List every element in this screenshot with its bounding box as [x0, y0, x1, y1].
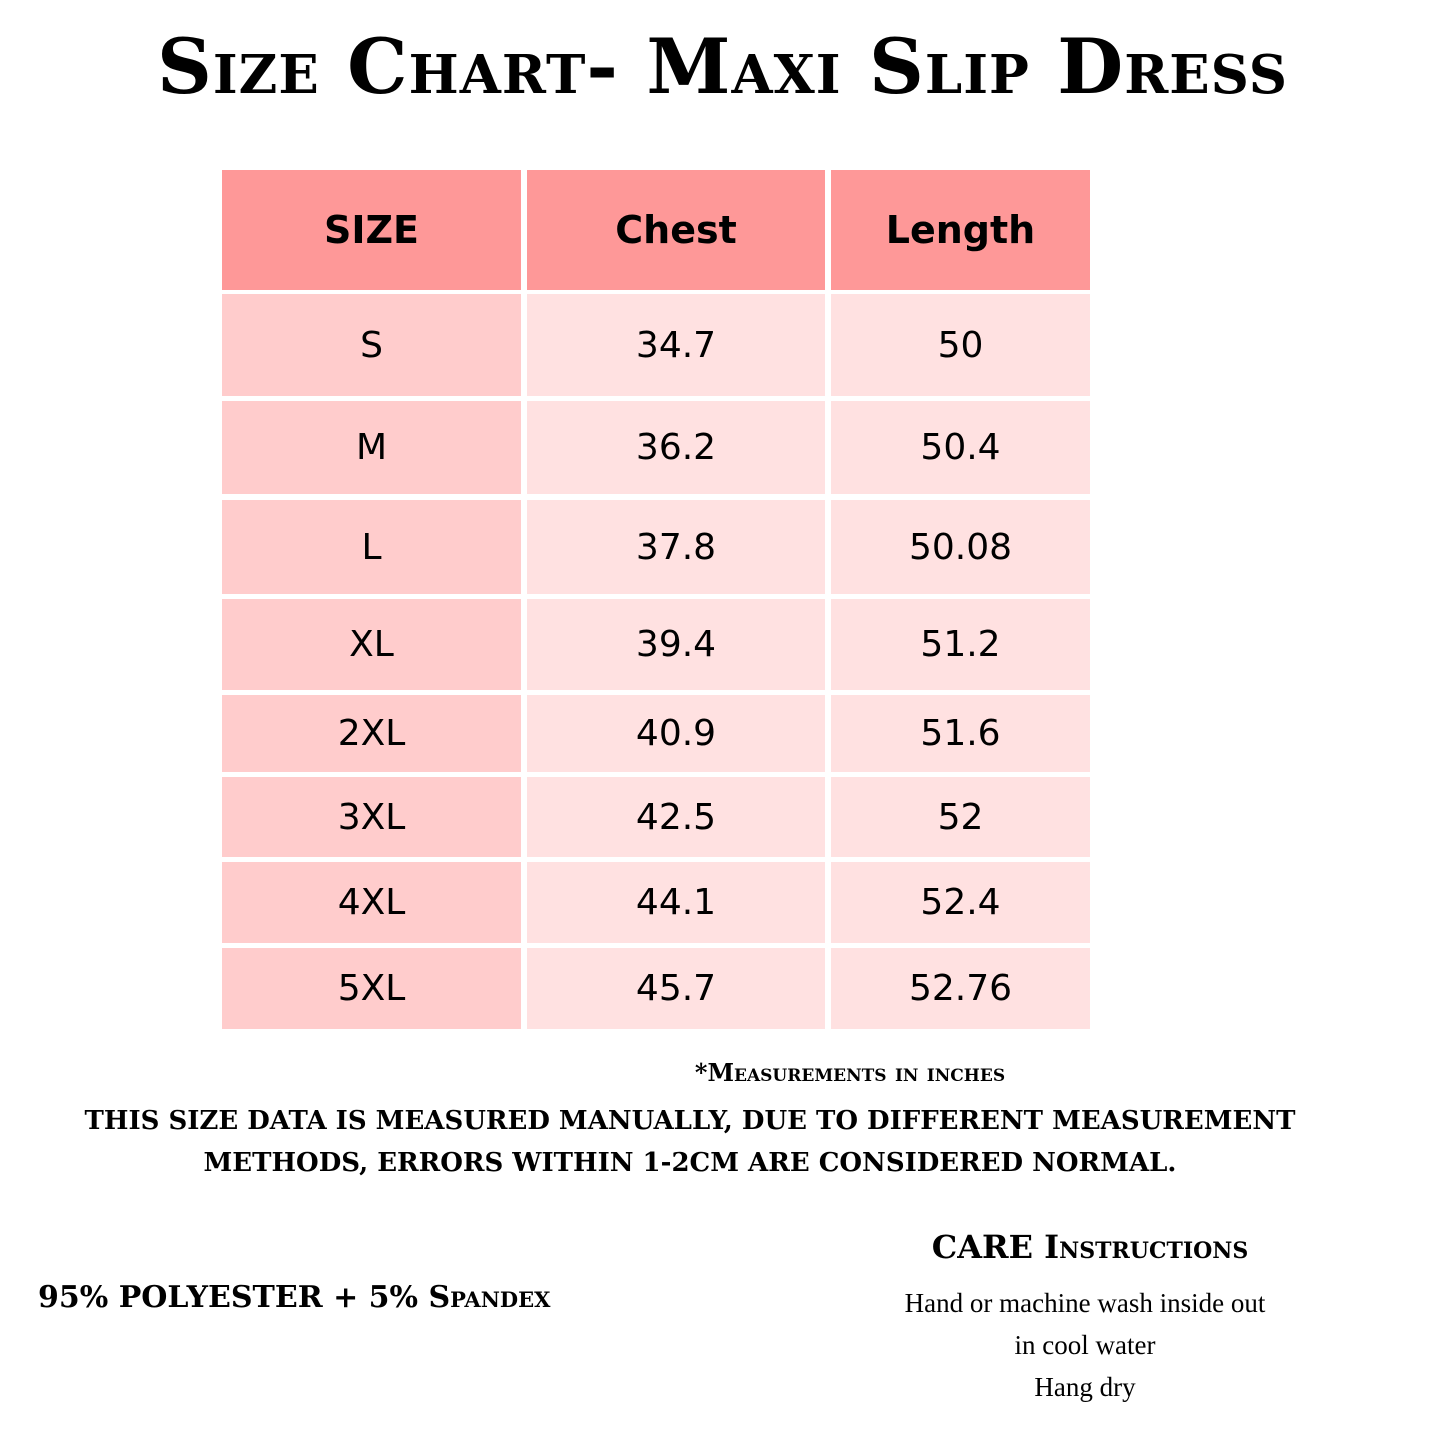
- cell-size: 5XL: [222, 948, 521, 1029]
- units-note: *Measurements in inches: [694, 1058, 1006, 1087]
- cell-chest: 40.9: [527, 695, 825, 772]
- fabric-composition: 95% POLYESTER + 5% Spandex: [38, 1280, 551, 1315]
- cell-chest: 45.7: [527, 948, 825, 1029]
- cell-length: 51.6: [831, 695, 1090, 772]
- cell-length: 50: [831, 294, 1090, 396]
- care-line: Hand or machine wash inside out: [904, 1288, 1266, 1318]
- cell-length: 50.08: [831, 500, 1090, 594]
- cell-chest: 44.1: [527, 862, 825, 943]
- care-line: Hang dry: [1034, 1372, 1136, 1402]
- cell-chest: 36.2: [527, 401, 825, 494]
- cell-size: L: [222, 500, 521, 594]
- header-length: Length: [831, 170, 1090, 290]
- cell-length: 52.76: [831, 948, 1090, 1029]
- header-size: SIZE: [222, 170, 521, 290]
- cell-size: M: [222, 401, 521, 494]
- cell-chest: 39.4: [527, 599, 825, 690]
- cell-length: 50.4: [831, 401, 1090, 494]
- header-chest: Chest: [527, 170, 825, 290]
- cell-length: 51.2: [831, 599, 1090, 690]
- cell-length: 52.4: [831, 862, 1090, 943]
- cell-size: 3XL: [222, 777, 521, 857]
- cell-chest: 34.7: [527, 294, 825, 396]
- cell-size: S: [222, 294, 521, 396]
- cell-size: 2XL: [222, 695, 521, 772]
- page-title: Size Chart- Maxi Slip Dress: [156, 22, 1289, 111]
- cell-length: 52: [831, 777, 1090, 857]
- care-title: CARE Instructions: [931, 1228, 1249, 1266]
- cell-size: XL: [222, 599, 521, 690]
- care-line: in cool water: [1014, 1330, 1156, 1360]
- cell-chest: 37.8: [527, 500, 825, 594]
- disclaimer-note: THIS SIZE DATA IS MEASURED MANUALLY, DUE…: [84, 1106, 1296, 1178]
- cell-size: 4XL: [222, 862, 521, 943]
- cell-chest: 42.5: [527, 777, 825, 857]
